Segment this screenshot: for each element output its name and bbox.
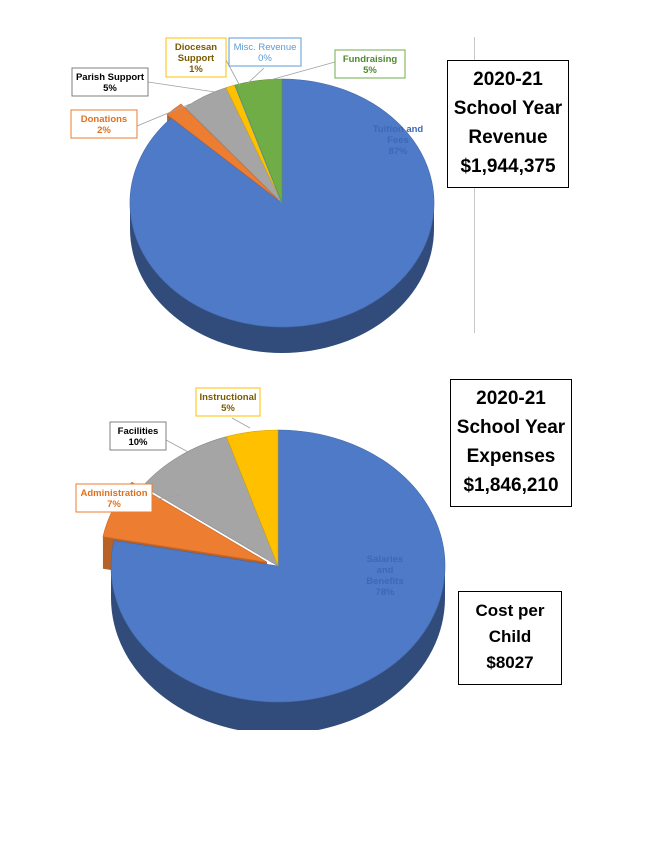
leader-line-fundraising (269, 61, 336, 81)
revenue-year: 2020-21 (473, 69, 543, 90)
cost-line-2: Child (488, 627, 532, 646)
slice-label-diocesan-support: Support (178, 53, 215, 64)
slice-percent-salaries-and-benefits: 78% (375, 587, 395, 598)
expense-heading: Expenses (466, 446, 556, 467)
pie-slice-salaries-and-benefits (110, 429, 446, 703)
label-box-fundraising (334, 49, 406, 79)
cost-value: $8027 (486, 653, 534, 672)
slice-percent-donations: 2% (97, 125, 111, 136)
label-box-diocesan-support (165, 37, 227, 78)
slice-percent-fundraising: 5% (363, 65, 377, 76)
pie-slice-fundraising (234, 78, 283, 204)
expense-year: 2020-21 (476, 388, 546, 409)
slice-label-salaries-and-benefits: Salaries (367, 554, 403, 565)
label-box-instructional (195, 387, 261, 417)
expense-school-year: School Year (456, 417, 566, 438)
expense-total: $1,846,210 (463, 475, 559, 496)
leader-line-donations (136, 103, 191, 127)
revenue-summary-box: 2020-21 School Year Revenue $1,944,375 (447, 60, 569, 188)
slice-label-diocesan-support: Diocesan (175, 42, 217, 53)
slice-label-misc-revenue: Misc. Revenue (234, 42, 297, 53)
slice-label-facilities: Facilities (118, 426, 159, 437)
leader-line-administration (151, 494, 181, 501)
revenue-heading: Revenue (468, 127, 548, 148)
slice-percent-misc-revenue: 0% (258, 53, 272, 64)
cost-per-child-box: Cost per Child $8027 (458, 591, 562, 685)
slice-percent-administration: 7% (107, 499, 121, 510)
slice-percent-diocesan-support: 1% (189, 64, 203, 75)
slice-percent-instructional: 5% (221, 403, 235, 414)
label-box-misc-revenue (228, 37, 302, 67)
leader-line-misc-revenue (246, 67, 265, 85)
slice-percent-tuition-and-fees: 87% (388, 146, 408, 157)
pie-tops (102, 429, 446, 703)
leader-line-parish-support (147, 81, 216, 93)
slice-label-instructional: Instructional (199, 392, 256, 403)
label-box-parish-support (71, 67, 149, 97)
pie-slice-instructional (225, 429, 279, 567)
leader-line-diocesan-support (225, 59, 241, 87)
label-box-facilities (109, 421, 167, 451)
label-box-administration (75, 483, 153, 513)
pie-side-tuition-and-fees (130, 203, 434, 353)
slice-percent-facilities: 10% (128, 437, 148, 448)
slice-label-tuition-and-fees: Tuition and (373, 124, 424, 135)
slice-label-salaries-and-benefits: Benefits (366, 576, 403, 587)
revenue-school-year: School Year (453, 98, 563, 119)
pie-side-salaries-and-benefits (111, 566, 445, 730)
pie-slice-tuition-and-fees (129, 78, 435, 328)
leader-line-facilities (165, 439, 193, 455)
slice-label-administration: Administration (80, 488, 147, 499)
slice-label-fundraising: Fundraising (343, 54, 398, 65)
slice-label-parish-support: Parish Support (76, 72, 145, 83)
slice-percent-parish-support: 5% (103, 83, 117, 94)
leader-line-instructional (231, 417, 251, 429)
cost-line-1: Cost per (475, 601, 545, 620)
pie-tops (129, 78, 435, 328)
label-box-donations (70, 109, 138, 139)
slice-label-donations: Donations (81, 114, 127, 125)
revenue-total: $1,944,375 (460, 156, 556, 177)
slice-label-tuition-and-fees: Fees (387, 135, 409, 146)
expense-summary-box: 2020-21 School Year Expenses $1,846,210 (450, 379, 572, 507)
slice-label-salaries-and-benefits: and (377, 565, 394, 576)
pie-slice-donations (166, 103, 279, 200)
